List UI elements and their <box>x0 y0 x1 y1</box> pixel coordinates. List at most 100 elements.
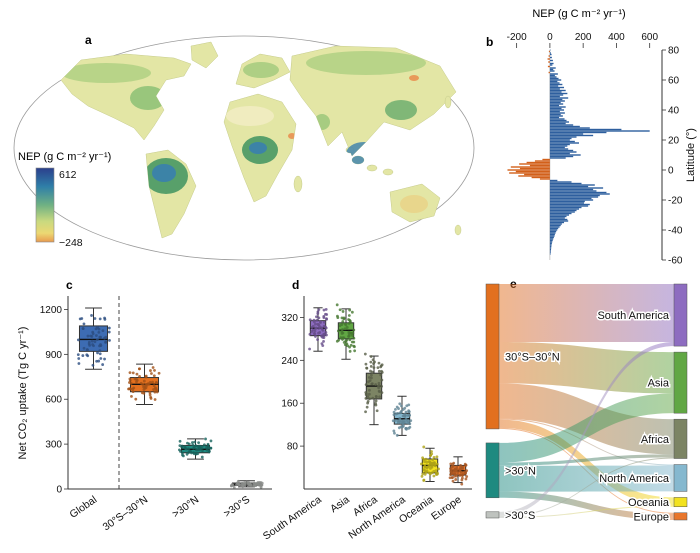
nep-bar <box>549 200 585 203</box>
nep-bar <box>549 70 555 72</box>
y-tick-label: 0 <box>668 166 674 177</box>
sankey-flow <box>499 284 674 342</box>
data-point <box>392 413 396 417</box>
data-point <box>129 387 132 391</box>
island-new-zealand <box>454 224 462 236</box>
nep-bar <box>549 137 572 140</box>
data-point <box>407 426 411 430</box>
data-point <box>365 405 369 409</box>
patch-sahara <box>226 106 274 126</box>
nep-bar <box>549 215 567 218</box>
data-point <box>343 322 347 326</box>
y-tick-label: 160 <box>281 399 298 410</box>
data-point <box>322 308 326 312</box>
data-point <box>107 326 111 330</box>
nep-bar <box>539 178 550 180</box>
data-point <box>351 331 355 335</box>
data-point <box>435 455 439 459</box>
data-point <box>348 345 351 349</box>
nep-bar <box>549 199 594 201</box>
data-point <box>181 451 184 455</box>
nep-bar <box>549 139 570 141</box>
data-point <box>98 352 102 356</box>
data-point <box>367 380 370 384</box>
y-tick-label: 0 <box>56 485 62 496</box>
data-point <box>317 308 321 312</box>
data-point <box>437 467 440 471</box>
sankey-right-label: North America <box>599 473 670 485</box>
data-point <box>376 366 380 370</box>
data-point <box>460 478 464 482</box>
nep-bar <box>549 212 572 215</box>
data-point <box>308 347 311 351</box>
data-point <box>455 465 459 469</box>
data-point <box>82 346 86 350</box>
patch-europe <box>243 62 279 78</box>
data-point <box>433 464 437 468</box>
nep-bar <box>526 161 550 164</box>
data-point <box>82 322 86 326</box>
nep-bar <box>549 196 599 198</box>
data-point <box>317 331 320 335</box>
data-point <box>108 338 111 342</box>
nep-bar <box>549 67 556 69</box>
y-tick-label: 40 <box>668 106 680 117</box>
data-point <box>348 338 352 342</box>
data-point <box>248 482 252 486</box>
data-point <box>187 447 190 451</box>
data-point <box>318 320 322 323</box>
data-point <box>396 412 399 415</box>
data-point <box>151 366 155 369</box>
data-point <box>317 316 321 320</box>
data-point <box>402 424 405 428</box>
nep-bar <box>549 94 564 96</box>
data-point <box>403 413 406 416</box>
nep-bar <box>549 128 622 131</box>
data-point <box>398 416 402 420</box>
nep-bar <box>549 97 569 99</box>
data-point <box>461 465 465 469</box>
data-point <box>370 373 373 377</box>
data-point <box>232 485 236 489</box>
data-point <box>370 382 374 386</box>
colorbar <box>35 167 55 243</box>
y-tick-label: -60 <box>668 256 683 267</box>
data-point <box>317 326 321 330</box>
data-point <box>322 340 325 343</box>
data-point <box>152 384 156 388</box>
data-point <box>345 326 349 329</box>
data-point <box>336 329 340 333</box>
nep-bar <box>549 92 568 95</box>
data-point <box>341 320 345 323</box>
data-point <box>449 467 452 471</box>
data-point <box>347 334 350 338</box>
y-tick-label: 900 <box>45 350 62 361</box>
data-point <box>458 473 462 477</box>
nep-bar <box>549 122 566 125</box>
data-point <box>353 345 356 349</box>
data-point <box>435 462 439 466</box>
data-point <box>339 336 343 340</box>
patch-mongolia-negative <box>409 75 419 81</box>
data-point <box>455 474 458 478</box>
sankey-left-label: >30°N <box>505 465 536 477</box>
data-point <box>128 377 132 381</box>
x-tick-label: -200 <box>507 32 527 43</box>
data-point <box>178 439 182 443</box>
map-colorbar-legend: NEP (g C m⁻² yr⁻¹) 612 −248 <box>18 151 111 249</box>
data-point <box>460 482 464 486</box>
nep-bar <box>547 65 550 68</box>
data-point <box>104 340 108 344</box>
panel-e-plot-area: 30°S–30°N >30°N >30°S South America Asia Afri… <box>485 283 688 525</box>
nep-bar <box>509 172 550 174</box>
data-point <box>347 314 351 317</box>
data-point <box>206 442 210 446</box>
panel-label-c: c <box>66 278 73 292</box>
panel-c-boxplot-bands: c Net CO₂ uptake (Tg C yr⁻¹) 0 300 600 900 1… <box>17 278 272 533</box>
data-point <box>137 367 141 371</box>
data-point <box>200 445 204 448</box>
data-point <box>197 441 201 445</box>
data-point <box>454 478 458 481</box>
